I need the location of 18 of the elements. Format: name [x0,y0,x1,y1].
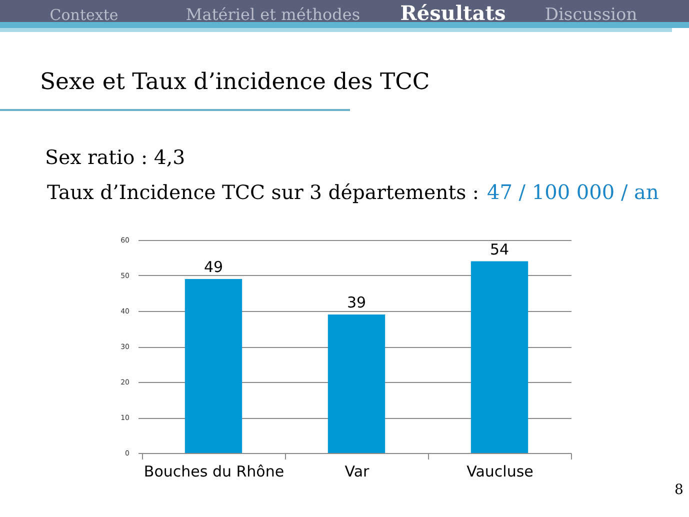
text: 8 [674,482,684,498]
data-label: 49 [204,258,224,276]
text: 47 / 100 000 / an [487,180,659,204]
x-tick-label: Vaucluse [466,462,534,480]
text: Sex ratio : 4,3 [45,146,186,169]
bar [328,314,386,453]
x-tick-label: Bouches du Rhône [144,462,284,480]
x-tick-label: Var [344,462,370,480]
text: Taux d’Incidence TCC sur 3 départements : [46,181,479,204]
text: Discussion [544,5,638,25]
text: Matériel et méthodes [186,5,360,24]
bar [470,261,528,453]
data-label: 39 [346,294,366,312]
data-label: 54 [490,240,510,258]
chart-title: Sexe et Taux d’incidence des TCC [40,69,430,95]
text: Contexte [50,6,118,24]
text: Résultats [400,1,506,25]
bar [184,279,242,453]
